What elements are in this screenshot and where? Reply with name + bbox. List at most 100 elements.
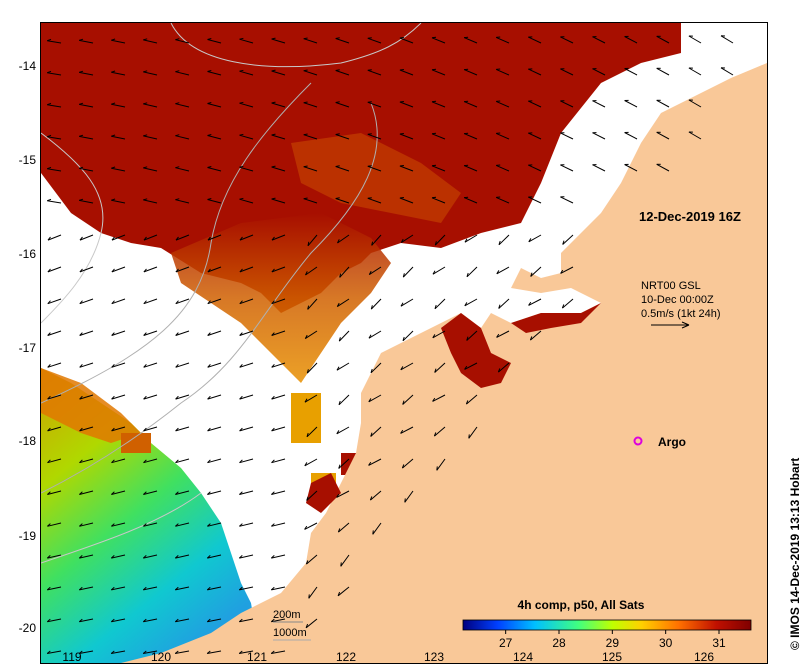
current-vector-head — [336, 430, 340, 435]
current-vector-head — [207, 102, 212, 104]
current-vector-head — [79, 102, 84, 105]
current-vector — [335, 166, 350, 172]
current-vector — [143, 586, 158, 591]
current-vector — [306, 490, 318, 501]
current-vector-head — [271, 491, 275, 495]
current-vector-head — [206, 618, 211, 623]
current-vector — [303, 70, 318, 76]
current-vector-head — [239, 427, 243, 432]
current-vector-head — [239, 165, 244, 168]
current-vector — [111, 618, 126, 623]
isobath-contour — [41, 82, 312, 404]
current-vector-head — [434, 241, 437, 246]
current-vector — [338, 458, 350, 469]
current-vector — [143, 199, 158, 204]
current-vector — [431, 37, 446, 44]
current-vector-head — [111, 236, 115, 241]
current-vector-head — [368, 461, 372, 466]
current-vector-head — [175, 102, 180, 105]
current-vector-head — [239, 364, 243, 368]
current-vector-head — [238, 555, 243, 559]
current-vector-head — [400, 238, 404, 243]
current-vector — [79, 586, 94, 591]
current-vector-head — [369, 496, 373, 501]
current-vector — [239, 134, 254, 140]
current-vector — [271, 166, 286, 172]
current-vector — [175, 330, 190, 336]
current-vector-head — [306, 496, 309, 501]
current-vector-head — [143, 236, 147, 241]
current-vector — [339, 266, 350, 278]
current-vector — [175, 135, 190, 140]
current-vector-head — [304, 334, 308, 339]
current-vector — [79, 394, 94, 400]
current-vector — [239, 554, 254, 559]
current-vector — [175, 39, 190, 44]
current-vector-head — [497, 368, 501, 373]
current-vector — [370, 362, 382, 374]
current-vector — [271, 134, 286, 140]
current-vector — [498, 234, 510, 246]
current-vector-head — [78, 555, 83, 559]
current-vector — [303, 134, 318, 140]
current-vector — [528, 164, 542, 172]
current-vector-head — [46, 586, 51, 591]
current-vector — [175, 490, 190, 495]
current-vector-head — [47, 491, 51, 495]
current-vector — [368, 394, 382, 403]
current-vector-head — [143, 166, 148, 169]
current-vector-head — [271, 197, 276, 200]
current-vector-head — [400, 429, 404, 434]
current-vector — [370, 298, 382, 310]
current-vector — [79, 234, 94, 241]
current-vector-head — [270, 555, 275, 559]
current-vector-head — [270, 650, 275, 654]
lat-tick-label: -16 — [18, 247, 36, 261]
current-vector-head — [47, 364, 51, 368]
current-vector-head — [402, 400, 405, 405]
current-vector-head — [174, 650, 179, 654]
current-vector — [271, 490, 286, 495]
current-vector-head — [143, 459, 147, 464]
current-vector — [624, 132, 638, 140]
current-vector-head — [239, 459, 243, 464]
current-vector-head — [175, 459, 179, 464]
current-vector-head — [271, 300, 275, 305]
current-vector-head — [239, 69, 244, 72]
current-vector-head — [175, 491, 179, 495]
lat-tick-label: -18 — [18, 434, 36, 448]
current-vector — [528, 196, 542, 204]
current-vector — [431, 101, 446, 108]
colorbar-tick-label: 27 — [499, 636, 513, 650]
current-vector-head — [529, 336, 533, 341]
current-vector — [47, 394, 62, 400]
current-vector-head — [143, 268, 147, 273]
current-vector — [111, 490, 126, 495]
current-vector-head — [111, 364, 115, 368]
current-vector — [143, 266, 158, 273]
current-vector-head — [143, 70, 148, 73]
current-vector-head — [207, 70, 212, 72]
current-vector-head — [111, 166, 116, 169]
current-vector — [239, 586, 254, 591]
current-vector — [143, 362, 158, 368]
current-vector — [656, 67, 670, 76]
current-vector-head — [432, 334, 436, 339]
current-vector — [400, 362, 414, 371]
current-vector-head — [111, 459, 115, 464]
current-vector — [498, 298, 510, 309]
current-vector — [560, 164, 574, 172]
current-vector-head — [207, 491, 211, 495]
current-time-label: 10-Dec 00:00Z — [641, 294, 714, 306]
current-vector-head — [498, 240, 501, 245]
colorbar-tick-label: 31 — [712, 636, 726, 650]
colorbar-ticks: 27 28 29 30 31 — [499, 630, 726, 650]
current-vector — [207, 330, 222, 336]
current-vector — [271, 70, 286, 76]
current-vector — [371, 234, 382, 246]
current-vector — [528, 68, 542, 76]
current-vector-head — [335, 69, 340, 71]
current-vector — [338, 394, 350, 406]
current-vector — [562, 234, 574, 245]
current-vector — [528, 298, 542, 306]
